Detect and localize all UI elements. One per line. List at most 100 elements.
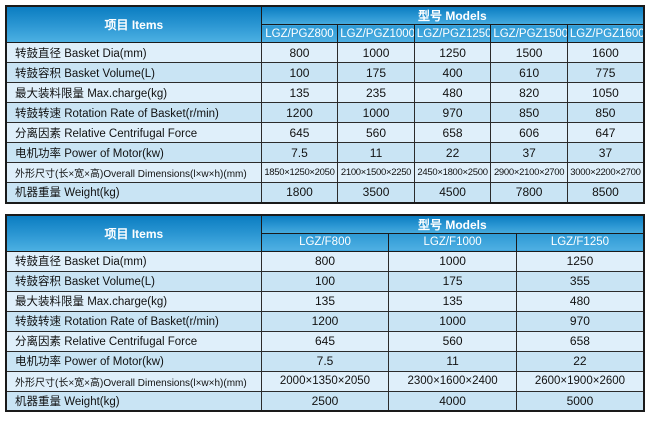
- header-row-model-names: LGZ/PGZ800 LGZ/PGZ1000 LGZ/PGZ1250 LGZ/PGZ1…: [6, 24, 645, 43]
- value-cell: 1500: [490, 42, 568, 63]
- spec-table-lgz-f: 项目 Items 型号 Models LGZ/F800 LGZ/F1000 LGZ/F1…: [5, 213, 645, 412]
- value-cell: 480: [515, 290, 645, 312]
- row-label-cell: 分离因素 Relative Centrifugal Force: [5, 330, 262, 352]
- row-label-cell: 转鼓直径 Basket Dia(mm): [5, 250, 262, 272]
- value-cell: 1800: [260, 182, 339, 203]
- row-label-cell: 转鼓容积 Basket Volume(L): [5, 62, 262, 83]
- value-cell: 610: [490, 62, 568, 83]
- value-cell: 2500: [260, 390, 390, 412]
- value-cell: 355: [515, 270, 645, 292]
- value-cell: 1200: [260, 102, 339, 123]
- value-cell: 4000: [388, 390, 517, 412]
- value-cell: 135: [260, 82, 339, 103]
- value-cell: 11: [388, 350, 517, 372]
- row-label-cell: 机器重量 Weight(kg): [5, 182, 262, 203]
- value-cell: 37: [566, 142, 645, 163]
- value-cell: 970: [413, 102, 492, 123]
- value-cell: 235: [337, 82, 415, 103]
- value-cell: 647: [566, 122, 645, 143]
- row-label-cell: 外形尺寸(长×宽×高)Overall Dimensions(l×w×h)(mm): [5, 162, 262, 183]
- table-row: 机器重量 Weight(kg) 2500 4000 5000: [5, 390, 645, 412]
- model-column-header: LGZ/F1250: [515, 232, 645, 252]
- value-cell: 850: [490, 102, 568, 123]
- value-cell: 645: [260, 122, 339, 143]
- value-cell: 3500: [337, 182, 415, 203]
- row-label-cell: 电机功率 Power of Motor(kw): [5, 142, 262, 163]
- value-cell: 1600: [566, 42, 645, 63]
- header-row-models-group: 项目 Items 型号 Models: [5, 214, 645, 252]
- table-row: 分离因素 Relative Centrifugal Force 645 560 658…: [5, 122, 645, 143]
- row-label-cell: 最大装料限量 Max.charge(kg): [5, 290, 262, 312]
- row-label-cell: 转鼓直径 Basket Dia(mm): [5, 42, 262, 63]
- table-row: 机器重量 Weight(kg) 1800 3500 4500 7800 8500: [5, 182, 645, 203]
- value-cell: 2900×2100×2700: [490, 162, 568, 183]
- value-cell: 1250: [413, 42, 492, 63]
- models-header: 型号 Models: [260, 5, 645, 25]
- value-cell: 560: [388, 330, 517, 352]
- model-column-header: LGZ/PGZ1600: [566, 24, 645, 43]
- table-row: 转鼓转速 Rotation Rate of Basket(r/min) 1200 1…: [5, 310, 645, 332]
- model-column-header: LGZ/PGZ1250: [413, 24, 492, 43]
- value-cell: 1050: [566, 82, 645, 103]
- row-label-cell: 外形尺寸(长×宽×高)Overall Dimensions(l×w×h)(mm): [5, 370, 262, 392]
- value-cell: 970: [515, 310, 645, 332]
- value-cell: 1250: [515, 250, 645, 272]
- row-label-cell: 转鼓转速 Rotation Rate of Basket(r/min): [5, 102, 262, 123]
- value-cell: 37: [490, 142, 568, 163]
- row-label-cell: 转鼓转速 Rotation Rate of Basket(r/min): [5, 310, 262, 332]
- value-cell: 7.5: [260, 350, 390, 372]
- row-label-cell: 机器重量 Weight(kg): [5, 390, 262, 412]
- value-cell: 658: [413, 122, 492, 143]
- row-label-cell: 电机功率 Power of Motor(kw): [5, 350, 262, 372]
- table-row: 电机功率 Power of Motor(kw) 7.5 11 22: [5, 350, 645, 372]
- value-cell: 1000: [337, 102, 415, 123]
- value-cell: 800: [260, 42, 339, 63]
- table-row: 最大装料限量 Max.charge(kg) 135 135 480: [5, 290, 645, 312]
- value-cell: 2000×1350×2050: [260, 370, 390, 392]
- value-cell: 22: [515, 350, 645, 372]
- value-cell: 820: [490, 82, 568, 103]
- value-cell: 8500: [566, 182, 645, 203]
- model-column-header: LGZ/F1000: [388, 232, 517, 252]
- model-column-header: LGZ/PGZ1500: [490, 24, 568, 43]
- row-label-cell: 转鼓容积 Basket Volume(L): [5, 270, 262, 292]
- value-cell: 1000: [337, 42, 415, 63]
- value-cell: 2600×1900×2600: [515, 370, 645, 392]
- value-cell: 1000: [388, 250, 517, 272]
- row-label-cell: 最大装料限量 Max.charge(kg): [5, 82, 262, 103]
- value-cell: 775: [566, 62, 645, 83]
- value-cell: 100: [260, 270, 390, 292]
- table-row: 转鼓容积 Basket Volume(L) 100 175 400 610 775: [5, 62, 645, 83]
- spec-table-lgz-pgz: 项目 Items 型号 Models LGZ/PGZ800 LGZ/PGZ1000 LG…: [5, 5, 645, 204]
- value-cell: 658: [515, 330, 645, 352]
- table-row: 转鼓直径 Basket Dia(mm) 800 1000 1250 1500 1600: [5, 42, 645, 63]
- value-cell: 175: [388, 270, 517, 292]
- items-header: 项目 Items: [5, 214, 262, 252]
- value-cell: 560: [337, 122, 415, 143]
- value-cell: 7800: [490, 182, 568, 203]
- header-row-models-group: 项目 Items 型号 Models: [5, 5, 645, 43]
- value-cell: 480: [413, 82, 492, 103]
- value-cell: 1000: [388, 310, 517, 332]
- value-cell: 645: [260, 330, 390, 352]
- spec-sheet: 项目 Items 型号 Models LGZ/PGZ800 LGZ/PGZ1000 LG…: [5, 5, 645, 412]
- value-cell: 400: [413, 62, 492, 83]
- items-header: 项目 Items: [5, 5, 262, 43]
- value-cell: 22: [413, 142, 492, 163]
- value-cell: 3000×2200×2700: [566, 162, 645, 183]
- value-cell: 11: [337, 142, 415, 163]
- value-cell: 5000: [515, 390, 645, 412]
- value-cell: 1200: [260, 310, 390, 332]
- value-cell: 606: [490, 122, 568, 143]
- value-cell: 175: [337, 62, 415, 83]
- value-cell: 2300×1600×2400: [388, 370, 517, 392]
- value-cell: 4500: [413, 182, 492, 203]
- value-cell: 135: [260, 290, 390, 312]
- table-row: 分离因素 Relative Centrifugal Force 645 560 658: [5, 330, 645, 352]
- table-row: 外形尺寸(长×宽×高)Overall Dimensions(l×w×h)(mm)…: [5, 162, 645, 183]
- model-column-header: LGZ/F800: [260, 232, 390, 252]
- value-cell: 135: [388, 290, 517, 312]
- model-column-header: LGZ/PGZ1000: [337, 24, 415, 43]
- value-cell: 1850×1250×2050: [260, 162, 339, 183]
- value-cell: 7.5: [260, 142, 339, 163]
